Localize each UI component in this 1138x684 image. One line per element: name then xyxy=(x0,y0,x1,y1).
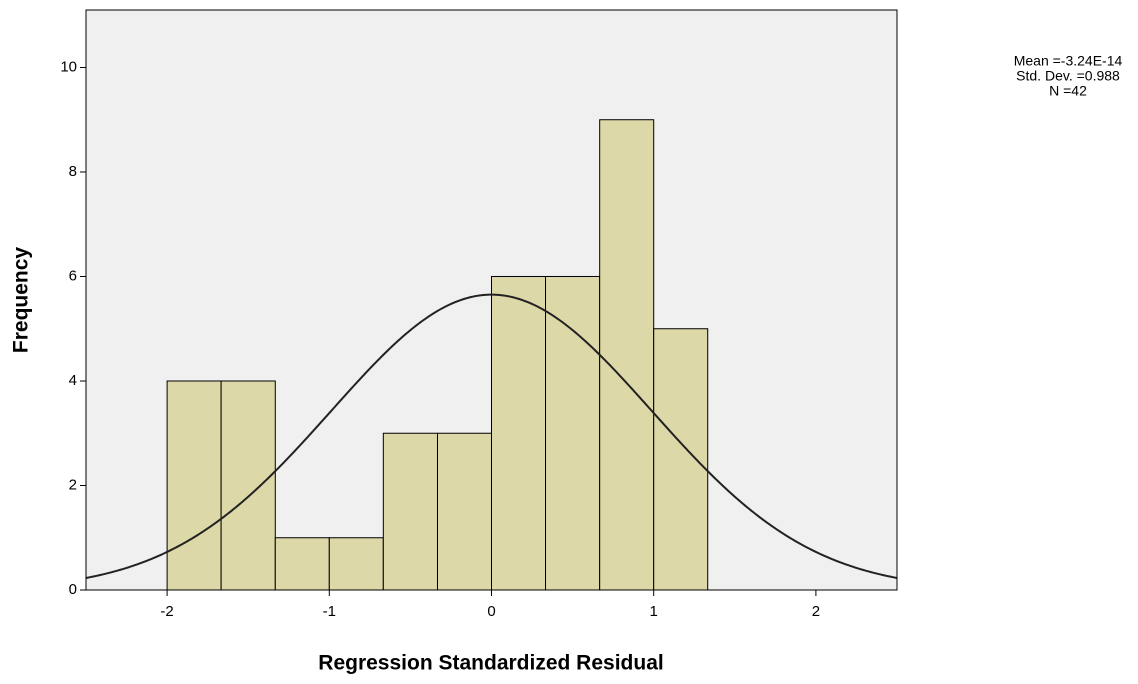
y-tick-label: 2 xyxy=(69,476,77,493)
bar xyxy=(437,433,491,590)
bar xyxy=(600,120,654,590)
stats-label: N =42 xyxy=(1049,83,1087,99)
bar xyxy=(221,381,275,590)
y-tick-label: 6 xyxy=(69,267,77,284)
x-axis-label: Regression Standardized Residual xyxy=(318,652,663,675)
bar xyxy=(275,538,329,590)
y-axis-label: Frequency xyxy=(10,247,33,354)
x-tick-label: -1 xyxy=(323,603,336,620)
bar xyxy=(383,433,437,590)
stats-label: Mean =-3.24E-14 xyxy=(1014,53,1123,69)
bar xyxy=(492,276,546,590)
chart: Regression Standardized Residual Frequen… xyxy=(0,0,1138,684)
x-tick-label: 2 xyxy=(812,603,820,620)
bar xyxy=(546,276,600,590)
y-tick-label: 0 xyxy=(69,581,77,598)
y-tick-label: 10 xyxy=(60,58,77,75)
x-tick-label: -2 xyxy=(160,603,173,620)
y-tick-label: 8 xyxy=(69,163,77,180)
x-tick-label: 1 xyxy=(650,603,658,620)
x-tick-label: 0 xyxy=(487,603,495,620)
bar xyxy=(167,381,221,590)
stats-label: Std. Dev. =0.988 xyxy=(1016,68,1120,84)
bar xyxy=(329,538,383,590)
y-tick-label: 4 xyxy=(69,372,77,389)
bar xyxy=(654,329,708,590)
